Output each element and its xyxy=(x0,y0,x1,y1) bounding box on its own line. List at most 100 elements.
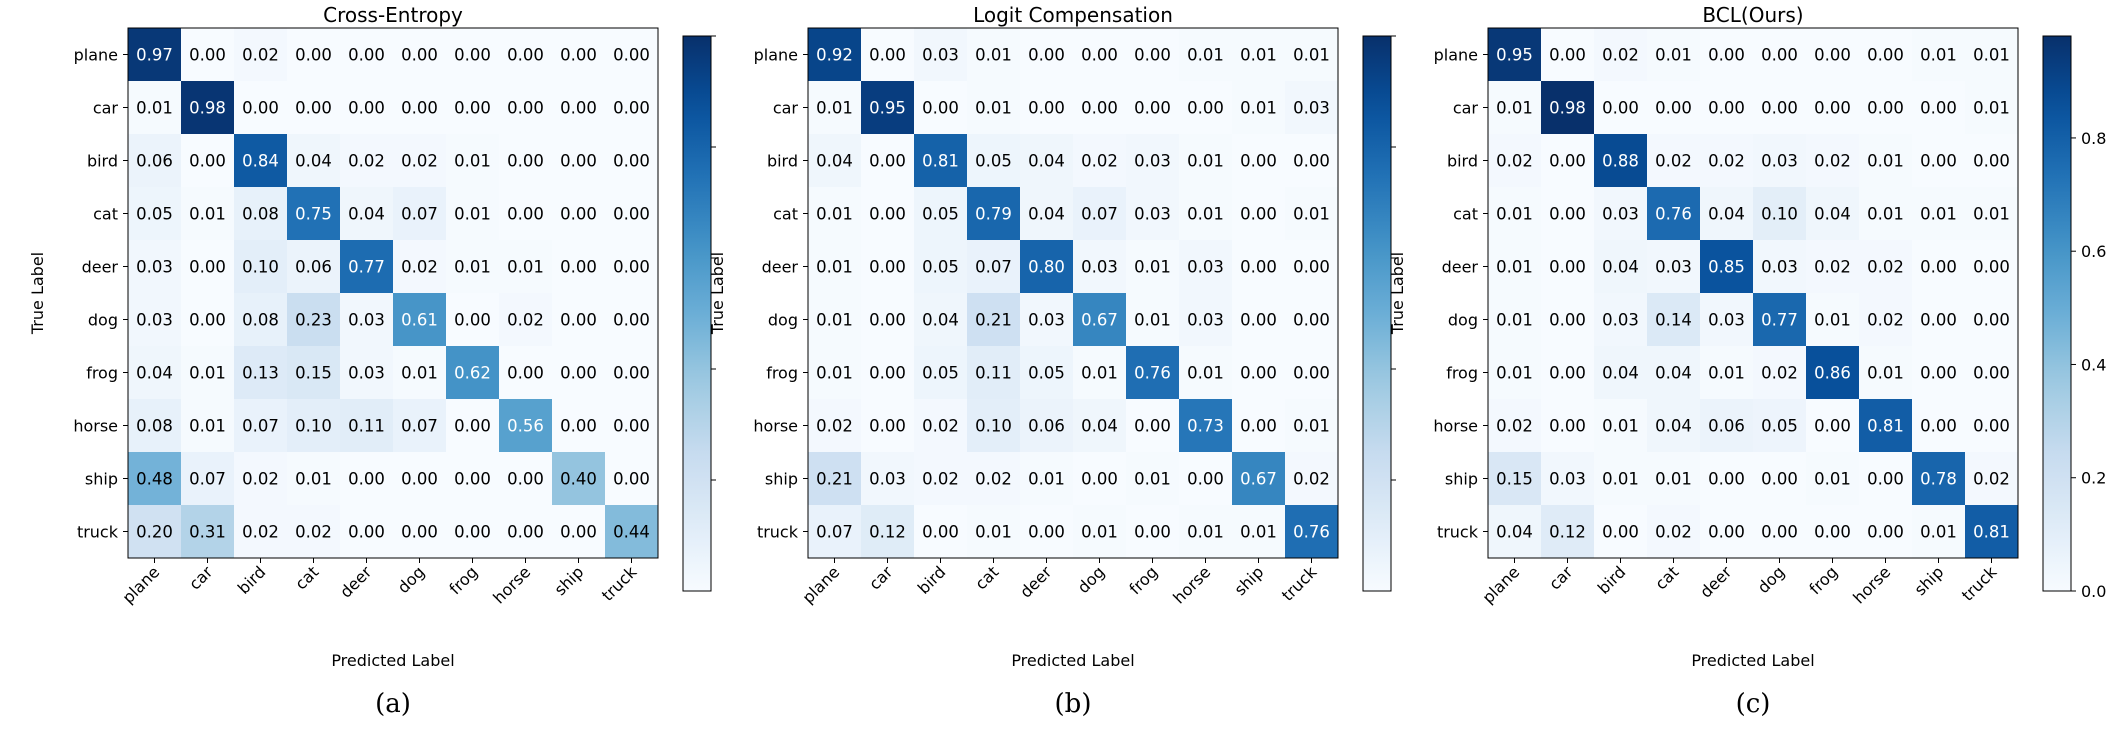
cell-value-label: 0.01 xyxy=(1814,311,1851,330)
cell-value-label: 0.56 xyxy=(507,417,544,436)
cell-value-label: 0.15 xyxy=(1496,470,1533,489)
cell-value-label: 0.67 xyxy=(1240,470,1277,489)
x-tick-label: car xyxy=(185,562,217,594)
cell-value-label: 0.00 xyxy=(1134,46,1171,65)
heatmap-cell xyxy=(1179,452,1233,506)
y-tick-label: plane xyxy=(1434,46,1478,65)
cell-value-label: 0.00 xyxy=(1920,417,1957,436)
heatmap-cell xyxy=(808,28,862,82)
x-tick-label: ship xyxy=(551,562,588,599)
cell-value-label: 0.05 xyxy=(1761,417,1798,436)
heatmap-cell xyxy=(1285,81,1339,135)
cell-value-label: 0.01 xyxy=(401,364,438,383)
y-tick-label: dog xyxy=(1448,311,1478,330)
colorbar xyxy=(683,36,711,591)
cell-value-label: 0.01 xyxy=(975,46,1012,65)
cell-value-label: 0.00 xyxy=(1549,364,1586,383)
cell-value-label: 0.07 xyxy=(401,205,438,224)
colorbar-frame xyxy=(682,35,712,592)
cell-value-label: 0.02 xyxy=(1655,152,1692,171)
cell-value-label: 0.02 xyxy=(975,470,1012,489)
heatmap-cell xyxy=(914,187,968,241)
colorbar-tick-label: 0.2 xyxy=(2081,469,2106,488)
heatmap-cell xyxy=(234,293,288,347)
y-tick-label: bird xyxy=(767,152,798,171)
colorbar xyxy=(1363,36,1391,591)
cell-value-label: 0.06 xyxy=(1708,417,1745,436)
cell-value-label: 0.81 xyxy=(1973,523,2010,542)
heatmap-cell xyxy=(914,81,968,135)
heatmap-cell xyxy=(552,81,606,135)
heatmap-cell xyxy=(1647,346,1701,400)
heatmap-cell xyxy=(393,293,447,347)
heatmap-cell xyxy=(1700,452,1754,506)
heatmap-cell xyxy=(1020,346,1074,400)
heatmap-cell xyxy=(1700,505,1754,559)
heatmap-cell xyxy=(1912,240,1966,294)
heatmap-cell xyxy=(1647,187,1701,241)
heatmap-cell xyxy=(1541,81,1595,135)
heatmap-cell xyxy=(1594,293,1648,347)
cell-value-label: 0.00 xyxy=(1867,46,1904,65)
cell-value-label: 0.00 xyxy=(401,46,438,65)
cell-value-label: 0.13 xyxy=(242,364,279,383)
heatmap-cell xyxy=(967,134,1021,188)
heatmap-cell xyxy=(128,399,182,453)
cell-value-label: 0.02 xyxy=(242,523,279,542)
x-tick-label: frog xyxy=(1125,562,1161,598)
cell-value-label: 0.00 xyxy=(1867,470,1904,489)
heatmap-cell xyxy=(605,505,659,559)
heatmap-cell xyxy=(287,452,341,506)
colorbar-tick-label: 0.4 xyxy=(2081,355,2106,374)
colorbar-tick-label: 0.0 xyxy=(2081,582,2106,601)
cell-value-label: 0.01 xyxy=(136,99,173,118)
heatmap-cell xyxy=(605,187,659,241)
cell-value-label: 0.04 xyxy=(1655,417,1692,436)
cell-value-label: 0.00 xyxy=(1081,470,1118,489)
heatmap-cell xyxy=(340,452,394,506)
heatmap-cell xyxy=(1179,28,1233,82)
cell-value-label: 0.81 xyxy=(922,152,959,171)
x-tick-label: dog xyxy=(1754,562,1789,597)
heatmap-cell xyxy=(393,187,447,241)
heatmap-cell xyxy=(499,28,553,82)
x-tick-label: deer xyxy=(1016,562,1055,601)
heatmap-cell xyxy=(808,452,862,506)
x-tick-label: cat xyxy=(971,562,1002,593)
heatmap-cell xyxy=(1912,452,1966,506)
heatmap-cell xyxy=(340,240,394,294)
x-tick-label: ship xyxy=(1911,562,1948,599)
heatmap-cell xyxy=(1753,240,1807,294)
cell-value-label: 0.00 xyxy=(613,417,650,436)
heatmap-cell xyxy=(234,399,288,453)
cell-value-label: 0.00 xyxy=(613,311,650,330)
cell-value-label: 0.00 xyxy=(869,46,906,65)
cell-value-label: 0.10 xyxy=(242,258,279,277)
heatmap-cell xyxy=(1859,293,1913,347)
heatmap-cell xyxy=(1806,452,1860,506)
cell-value-label: 0.01 xyxy=(1293,46,1330,65)
heatmap-cell xyxy=(181,293,235,347)
x-tick-label: dog xyxy=(1074,562,1109,597)
colorbar xyxy=(2043,36,2071,591)
cell-value-label: 0.01 xyxy=(816,99,853,118)
heatmap-cell xyxy=(605,399,659,453)
heatmap-cell xyxy=(234,505,288,559)
heatmap-cell xyxy=(1859,346,1913,400)
heatmap-cell xyxy=(1541,187,1595,241)
heatmap-cell xyxy=(1020,293,1074,347)
cell-value-label: 0.01 xyxy=(1240,46,1277,65)
cell-value-label: 0.00 xyxy=(1240,364,1277,383)
heatmap-cell xyxy=(181,28,235,82)
cell-value-label: 0.00 xyxy=(348,99,385,118)
heatmap-cell xyxy=(1647,293,1701,347)
x-tick-label: truck xyxy=(598,562,641,605)
heatmap-cell xyxy=(1073,399,1127,453)
x-tick-label: dog xyxy=(394,562,429,597)
heatmap-cell xyxy=(861,187,915,241)
heatmap-cell xyxy=(1232,293,1286,347)
cell-value-label: 0.03 xyxy=(1081,258,1118,277)
heatmap-cell xyxy=(234,346,288,400)
heatmap-cell xyxy=(1073,187,1127,241)
heatmap-cell xyxy=(1859,81,1913,135)
